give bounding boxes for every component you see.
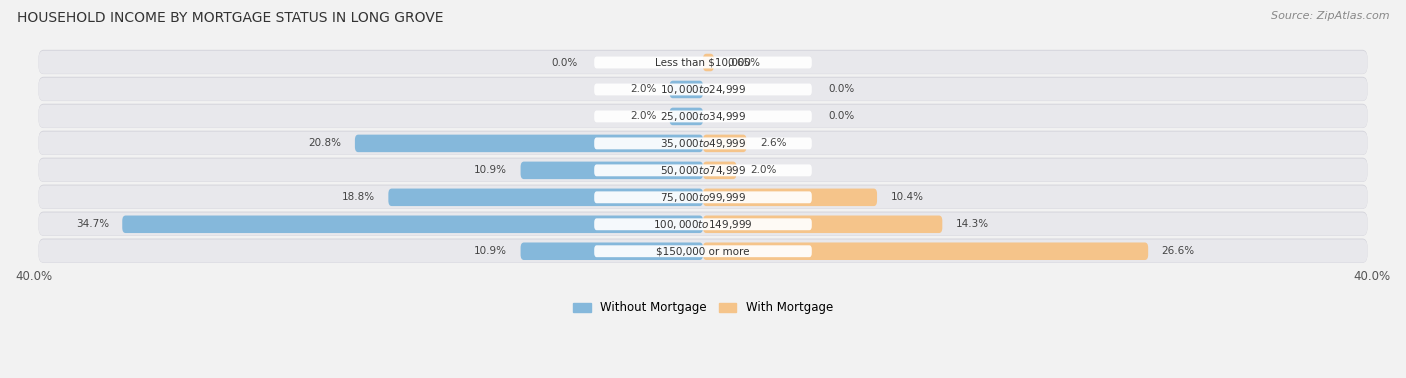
FancyBboxPatch shape — [703, 215, 942, 233]
FancyBboxPatch shape — [38, 131, 1368, 155]
FancyBboxPatch shape — [38, 51, 1368, 74]
FancyBboxPatch shape — [38, 77, 1368, 101]
FancyBboxPatch shape — [38, 158, 1368, 182]
Text: Less than $10,000: Less than $10,000 — [655, 57, 751, 68]
Text: 0.0%: 0.0% — [828, 84, 855, 94]
FancyBboxPatch shape — [595, 191, 811, 203]
FancyBboxPatch shape — [38, 212, 1368, 236]
Legend: Without Mortgage, With Mortgage: Without Mortgage, With Mortgage — [568, 297, 838, 319]
FancyBboxPatch shape — [38, 184, 1368, 209]
FancyBboxPatch shape — [38, 239, 1368, 263]
FancyBboxPatch shape — [595, 138, 811, 149]
FancyBboxPatch shape — [595, 218, 811, 230]
Text: 20.8%: 20.8% — [308, 138, 342, 149]
FancyBboxPatch shape — [703, 135, 747, 152]
FancyBboxPatch shape — [595, 245, 811, 257]
Text: 2.0%: 2.0% — [749, 165, 776, 175]
FancyBboxPatch shape — [38, 77, 1368, 101]
Text: $100,000 to $149,999: $100,000 to $149,999 — [654, 218, 752, 231]
FancyBboxPatch shape — [38, 212, 1368, 235]
Text: 18.8%: 18.8% — [342, 192, 375, 202]
Text: 10.9%: 10.9% — [474, 165, 508, 175]
Text: $35,000 to $49,999: $35,000 to $49,999 — [659, 137, 747, 150]
FancyBboxPatch shape — [520, 242, 703, 260]
FancyBboxPatch shape — [38, 104, 1368, 128]
FancyBboxPatch shape — [122, 215, 703, 233]
Text: 0.0%: 0.0% — [551, 57, 578, 68]
FancyBboxPatch shape — [703, 54, 714, 71]
Text: 0.65%: 0.65% — [727, 57, 761, 68]
FancyBboxPatch shape — [669, 81, 703, 98]
Text: 10.4%: 10.4% — [890, 192, 924, 202]
FancyBboxPatch shape — [595, 84, 811, 95]
Text: 0.0%: 0.0% — [828, 112, 855, 121]
Text: HOUSEHOLD INCOME BY MORTGAGE STATUS IN LONG GROVE: HOUSEHOLD INCOME BY MORTGAGE STATUS IN L… — [17, 11, 443, 25]
FancyBboxPatch shape — [595, 57, 811, 68]
FancyBboxPatch shape — [669, 108, 703, 125]
Text: $10,000 to $24,999: $10,000 to $24,999 — [659, 83, 747, 96]
FancyBboxPatch shape — [38, 158, 1368, 182]
Text: 2.0%: 2.0% — [630, 112, 657, 121]
FancyBboxPatch shape — [38, 105, 1368, 128]
FancyBboxPatch shape — [38, 50, 1368, 74]
Text: $150,000 or more: $150,000 or more — [657, 246, 749, 256]
FancyBboxPatch shape — [595, 164, 811, 176]
Text: $25,000 to $34,999: $25,000 to $34,999 — [659, 110, 747, 123]
Text: 2.0%: 2.0% — [630, 84, 657, 94]
FancyBboxPatch shape — [38, 239, 1368, 263]
Text: 2.6%: 2.6% — [759, 138, 786, 149]
Text: 10.9%: 10.9% — [474, 246, 508, 256]
Text: 26.6%: 26.6% — [1161, 246, 1195, 256]
Text: $50,000 to $74,999: $50,000 to $74,999 — [659, 164, 747, 177]
FancyBboxPatch shape — [388, 189, 703, 206]
FancyBboxPatch shape — [703, 161, 737, 179]
Text: 34.7%: 34.7% — [76, 219, 108, 229]
FancyBboxPatch shape — [38, 186, 1368, 209]
Text: Source: ZipAtlas.com: Source: ZipAtlas.com — [1271, 11, 1389, 21]
Text: $75,000 to $99,999: $75,000 to $99,999 — [659, 191, 747, 204]
FancyBboxPatch shape — [354, 135, 703, 152]
FancyBboxPatch shape — [703, 242, 1149, 260]
FancyBboxPatch shape — [38, 132, 1368, 155]
FancyBboxPatch shape — [595, 110, 811, 122]
FancyBboxPatch shape — [520, 161, 703, 179]
Text: 14.3%: 14.3% — [956, 219, 988, 229]
FancyBboxPatch shape — [703, 189, 877, 206]
